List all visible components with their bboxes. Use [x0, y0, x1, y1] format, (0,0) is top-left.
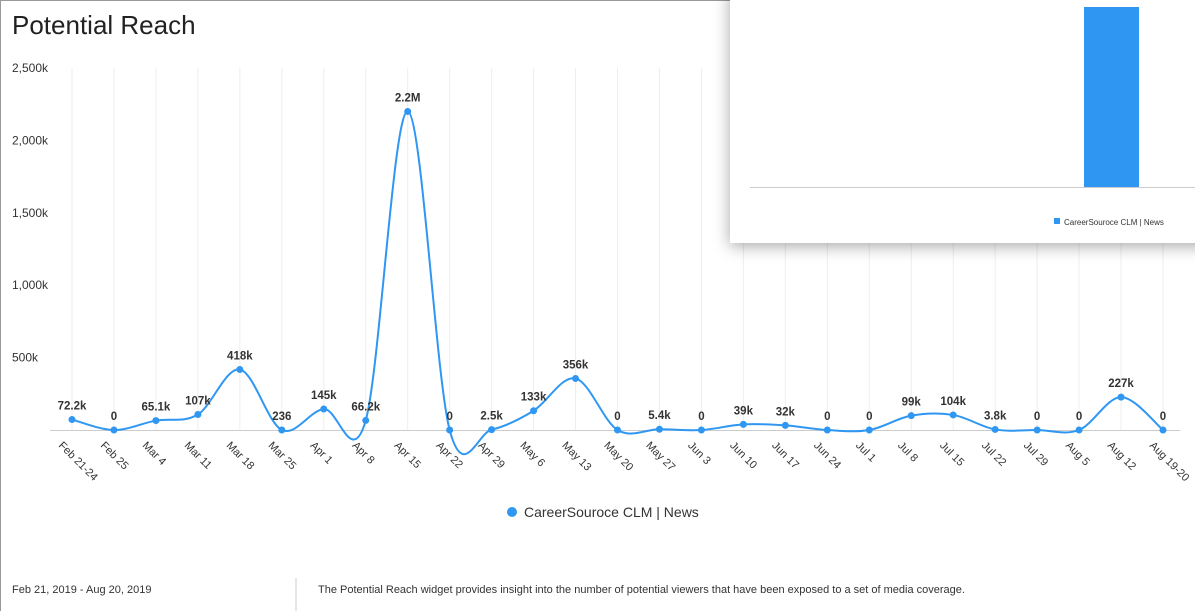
legend-marker	[507, 507, 517, 517]
data-label: 0	[614, 411, 620, 423]
point	[278, 426, 286, 434]
data-label: 236	[272, 411, 291, 423]
x-tick-label: Jun 17	[769, 440, 801, 472]
point	[865, 426, 873, 434]
data-label: 3.8k	[984, 410, 1007, 422]
point	[949, 411, 957, 419]
x-tick-label: Apr 22	[434, 440, 465, 471]
x-tick-label: May 27	[643, 440, 677, 474]
data-label: 72.2k	[58, 401, 87, 413]
x-tick-label: Feb 25	[98, 440, 131, 473]
point	[697, 426, 705, 434]
x-tick-label: Jul 15	[937, 440, 966, 469]
point	[1117, 393, 1125, 401]
title: Potential Reach	[12, 10, 196, 40]
popup-legend-swatch	[1054, 218, 1060, 224]
point	[68, 416, 76, 424]
x-tick-label: Apr 29	[475, 440, 506, 471]
x-tick-label: Mar 11	[182, 440, 214, 472]
point	[614, 426, 621, 434]
x-tick-label: May 20	[601, 440, 635, 474]
x-tick-label: Mar 25	[266, 440, 299, 473]
y-tick-label: 1,000k	[12, 278, 49, 292]
y-tick-label: 1,500k	[12, 206, 49, 220]
point	[739, 420, 747, 428]
x-tick-label: Mar 4	[140, 440, 168, 468]
x-tick-label: Jul 22	[979, 440, 1008, 469]
data-label: 133k	[521, 392, 547, 404]
point	[404, 107, 412, 115]
y-tick-label: 2,000k	[12, 133, 49, 147]
data-label: 32k	[776, 406, 796, 418]
x-tick-label: Jun 10	[727, 440, 759, 472]
data-label: 356k	[563, 359, 589, 371]
x-tick-label: Jul 8	[895, 440, 920, 465]
point	[1033, 426, 1041, 434]
data-label: 0	[111, 411, 117, 423]
point	[446, 426, 454, 434]
point	[152, 417, 160, 425]
date-range: Feb 21, 2019 - Aug 20, 2019	[12, 584, 151, 596]
x-tick-label: May 13	[559, 440, 593, 474]
x-tick-label: Aug 19-20	[1147, 440, 1191, 484]
point	[320, 405, 328, 413]
point	[236, 365, 244, 373]
point	[781, 421, 789, 429]
popup-legend: CareerSouroce CLM | News	[1064, 218, 1164, 227]
description: The Potential Reach widget provides insi…	[318, 584, 965, 596]
point	[110, 426, 118, 434]
x-tick-label: May 6	[517, 440, 547, 470]
point	[823, 426, 831, 434]
data-label: 418k	[227, 350, 253, 362]
data-label: 5.4k	[648, 410, 671, 422]
x-tick-label: Apr 8	[350, 440, 377, 467]
x-tick-label: Jun 3	[685, 440, 713, 468]
y-tick-label: 500k	[12, 351, 39, 365]
point	[991, 425, 999, 433]
popup: CareerSouroce CLM | News	[730, 0, 1195, 243]
point	[907, 412, 915, 420]
x-tick-label: Jun 24	[811, 440, 843, 472]
point	[1159, 426, 1167, 434]
data-label: 107k	[185, 396, 211, 408]
data-label: 2.2M	[395, 92, 421, 104]
point	[488, 426, 496, 434]
data-label: 2.5k	[480, 411, 503, 423]
data-label: 145k	[311, 390, 337, 402]
data-label: 104k	[940, 396, 966, 408]
point	[572, 374, 580, 382]
x-tick-label: Jul 1	[853, 440, 878, 465]
data-label: 0	[1160, 411, 1166, 423]
data-label: 0	[446, 411, 452, 423]
point	[1075, 426, 1083, 434]
data-label: 227k	[1108, 378, 1134, 390]
data-label: 66.2k	[351, 401, 380, 413]
x-tick-label: Mar 18	[224, 440, 257, 473]
data-label: 0	[698, 411, 704, 423]
data-label: 0	[824, 411, 830, 423]
point	[362, 416, 370, 424]
point	[655, 425, 663, 433]
legend-label: CareerSouroce CLM | News	[524, 504, 699, 520]
y-tick-label: 2,500k	[12, 61, 49, 75]
popup-bar	[1084, 7, 1139, 187]
x-tick-label: Aug 5	[1063, 440, 1092, 469]
data-label: 39k	[734, 405, 754, 417]
x-tick-label: Apr 1	[308, 440, 335, 467]
data-label: 0	[866, 411, 872, 423]
point	[194, 411, 202, 419]
point	[530, 407, 538, 415]
data-label: 99k	[902, 397, 922, 409]
data-label: 65.1k	[142, 402, 171, 414]
data-label: 0	[1076, 411, 1082, 423]
x-tick-label: Feb 21-24	[56, 440, 100, 484]
x-tick-label: Aug 12	[1105, 440, 1138, 473]
x-tick-label: Jul 29	[1021, 440, 1050, 469]
data-label: 0	[1034, 411, 1040, 423]
x-tick-label: Apr 15	[392, 440, 423, 471]
